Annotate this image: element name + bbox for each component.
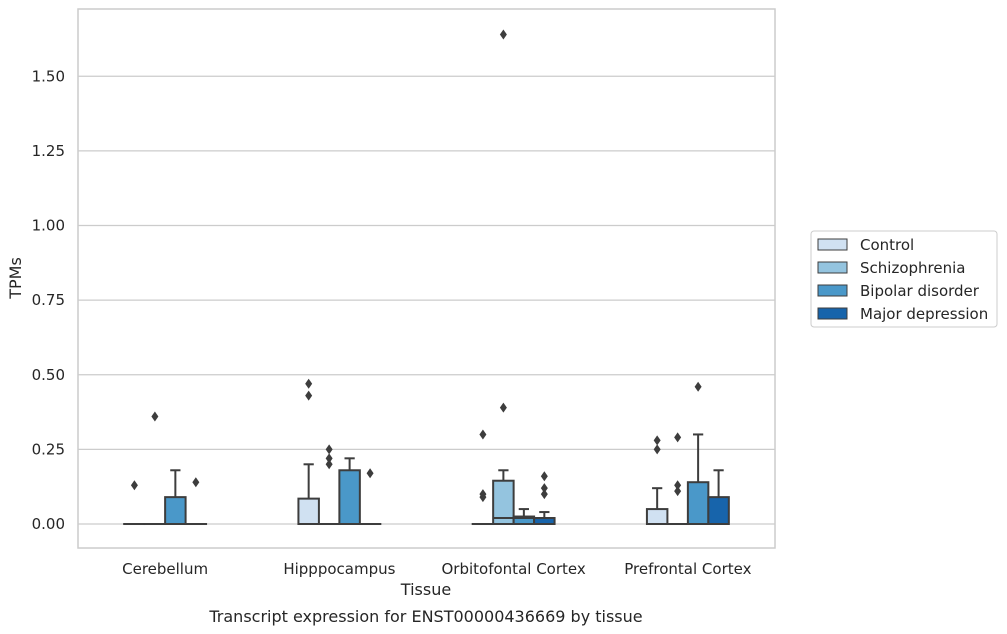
x-axis-ticks: Cerebellum Hipppocampus Orbitofontal Corte… [122, 560, 751, 578]
box-major-depression [358, 468, 382, 526]
plot-area-frame [77, 8, 776, 549]
box-iqr [707, 496, 730, 526]
y-tick-label: 0.25 [32, 440, 65, 458]
box-control [123, 480, 146, 526]
outlier-point [305, 378, 313, 389]
outlier-point [151, 411, 159, 422]
x-tick-label: Orbitofontal Cortex [442, 560, 586, 578]
box-control [471, 429, 495, 526]
outlier-point [130, 480, 138, 491]
box-iqr [297, 497, 320, 526]
outlier-point [674, 480, 682, 491]
legend-swatch [817, 238, 848, 251]
outlier-point [540, 483, 548, 494]
outlier-point [325, 453, 333, 464]
box-major-depression [184, 477, 208, 526]
legend-frame [810, 230, 998, 328]
x-axis-label: Tissue [400, 580, 451, 599]
box-schizophrenia [492, 29, 515, 525]
y-axis-label: TPMs [6, 257, 25, 300]
box-schizophrenia [317, 444, 341, 526]
outlier-point [479, 489, 487, 500]
legend-swatch [817, 261, 848, 274]
box-iqr [686, 481, 710, 525]
box-major-depression [533, 471, 556, 526]
boxes [123, 29, 730, 526]
y-tick-label: 1.50 [32, 67, 65, 85]
outlier-point [653, 444, 661, 455]
outlier-point [305, 390, 313, 401]
outlier-point [674, 432, 682, 443]
box-bipolar-disorder [686, 381, 710, 525]
box-schizophrenia [143, 411, 167, 526]
outlier-point [325, 444, 333, 455]
legend-label: Schizophrenia [860, 259, 965, 277]
box-control [645, 435, 669, 526]
box-schizophrenia [666, 432, 689, 526]
box-control [297, 378, 320, 526]
box-bipolar-disorder [338, 457, 361, 525]
outlier-point [540, 471, 548, 482]
gridlines [78, 75, 775, 525]
box-iqr [338, 469, 361, 525]
y-tick-label: 0.00 [32, 515, 65, 533]
outlier-point [694, 381, 702, 392]
y-tick-label: 1.00 [32, 217, 65, 235]
figure-caption: Transcript expression for ENST0000043666… [208, 607, 642, 626]
outlier-point [366, 468, 374, 479]
y-tick-label: 1.25 [32, 142, 65, 160]
x-tick-label: Hipppocampus [283, 560, 395, 578]
outlier-point [499, 29, 507, 40]
box-major-depression [707, 469, 730, 526]
y-axis-ticks: 0.00 0.25 0.50 0.75 1.00 1.25 1.50 [32, 67, 65, 533]
outlier-point [192, 477, 200, 488]
outlier-point [325, 459, 333, 470]
box-bipolar-disorder [512, 508, 536, 525]
outlier-point [479, 429, 487, 440]
outlier-point [653, 435, 661, 446]
legend: Control Schizophrenia Bipolar disorder Majo… [810, 230, 998, 328]
x-tick-label: Prefrontal Cortex [624, 560, 751, 578]
outlier-point [674, 486, 682, 497]
outlier-point [499, 402, 507, 413]
box-iqr [164, 496, 187, 526]
legend-label: Bipolar disorder [860, 282, 980, 300]
box-iqr [492, 479, 515, 525]
legend-label: Control [860, 236, 914, 254]
outlier-point [540, 489, 548, 500]
y-tick-label: 0.50 [32, 366, 65, 384]
legend-swatch [817, 307, 848, 320]
x-tick-label: Cerebellum [122, 560, 208, 578]
legend-label: Major depression [860, 305, 988, 323]
box-iqr [645, 508, 669, 526]
y-tick-label: 0.75 [32, 291, 65, 309]
box-bipolar-disorder [164, 469, 187, 526]
legend-swatch [817, 284, 848, 297]
